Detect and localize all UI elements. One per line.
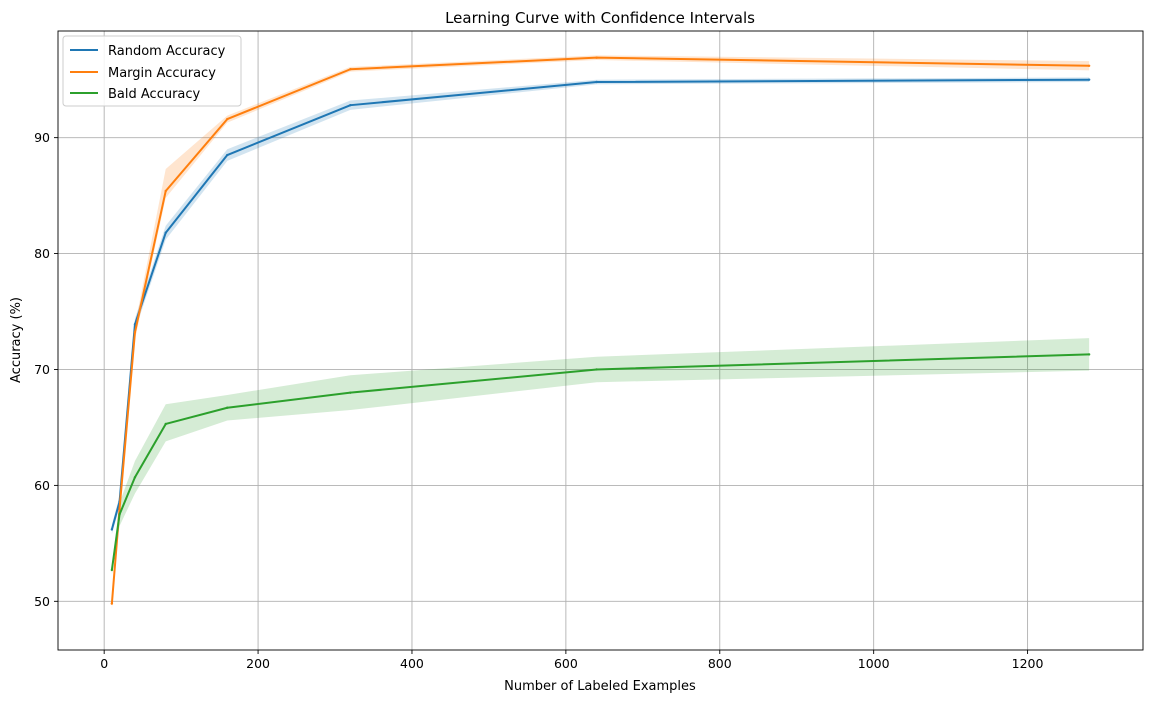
x-tick-label: 0 <box>100 656 108 671</box>
margin-data-point <box>118 507 121 510</box>
random-data-point <box>226 153 229 157</box>
x-tick-label: 400 <box>400 656 424 671</box>
bald-data-point <box>1087 353 1091 356</box>
margin-data-point <box>110 602 114 605</box>
margin-accuracy-line <box>110 56 1090 604</box>
bald-confidence-band <box>111 338 1090 575</box>
legend-label-random: Random Accuracy <box>108 44 226 59</box>
x-tick-label: 1000 <box>858 656 890 671</box>
bald-data-point <box>226 406 229 409</box>
series-lines <box>110 56 1091 605</box>
margin-data-point <box>164 189 167 193</box>
margin-data-point <box>349 68 352 71</box>
bald-data-point <box>110 568 114 572</box>
x-axis-label: Number of Labeled Examples <box>504 679 696 694</box>
confidence-bands <box>111 55 1090 610</box>
y-axis-label: Accuracy (%) <box>9 297 24 383</box>
margin-data-point <box>595 56 598 59</box>
bald-accuracy-line <box>110 353 1090 571</box>
y-tick-label: 50 <box>34 594 50 609</box>
x-tick-label: 1200 <box>1012 656 1044 671</box>
y-tick-label: 60 <box>34 478 50 493</box>
random-data-point <box>110 528 114 531</box>
y-tick-label: 70 <box>34 362 50 377</box>
random-data-point <box>349 103 352 107</box>
bald-data-point <box>595 368 598 371</box>
chart-title: Learning Curve with Confidence Intervals <box>445 9 755 27</box>
margin-data-point <box>1087 64 1091 67</box>
random-data-point <box>133 323 137 326</box>
random-data-point <box>1087 78 1091 81</box>
grid-layer <box>58 31 1143 650</box>
y-tick-label: 90 <box>34 130 50 145</box>
legend-box <box>62 35 242 107</box>
bald-data-point <box>349 391 352 394</box>
axis-ticks: 0 200 400 600 800 1000 1200 50 60 70 80 90 <box>34 130 1043 671</box>
bald-data-point <box>164 422 167 426</box>
random-data-point <box>595 80 598 84</box>
x-tick-label: 200 <box>246 656 270 671</box>
legend: Random Accuracy Margin Accuracy Bald Acc… <box>62 35 242 107</box>
y-tick-label: 80 <box>34 246 50 261</box>
legend-label-bald: Bald Accuracy <box>108 87 201 102</box>
x-tick-label: 600 <box>554 656 578 671</box>
legend-label-margin: Margin Accuracy <box>108 66 216 81</box>
x-tick-label: 800 <box>708 656 732 671</box>
random-data-point <box>164 231 167 234</box>
bald-data-point <box>118 513 121 516</box>
plot-frame <box>57 30 1144 651</box>
margin-data-point <box>133 331 137 334</box>
bald-data-point <box>133 476 137 479</box>
margin-data-point <box>226 117 229 121</box>
